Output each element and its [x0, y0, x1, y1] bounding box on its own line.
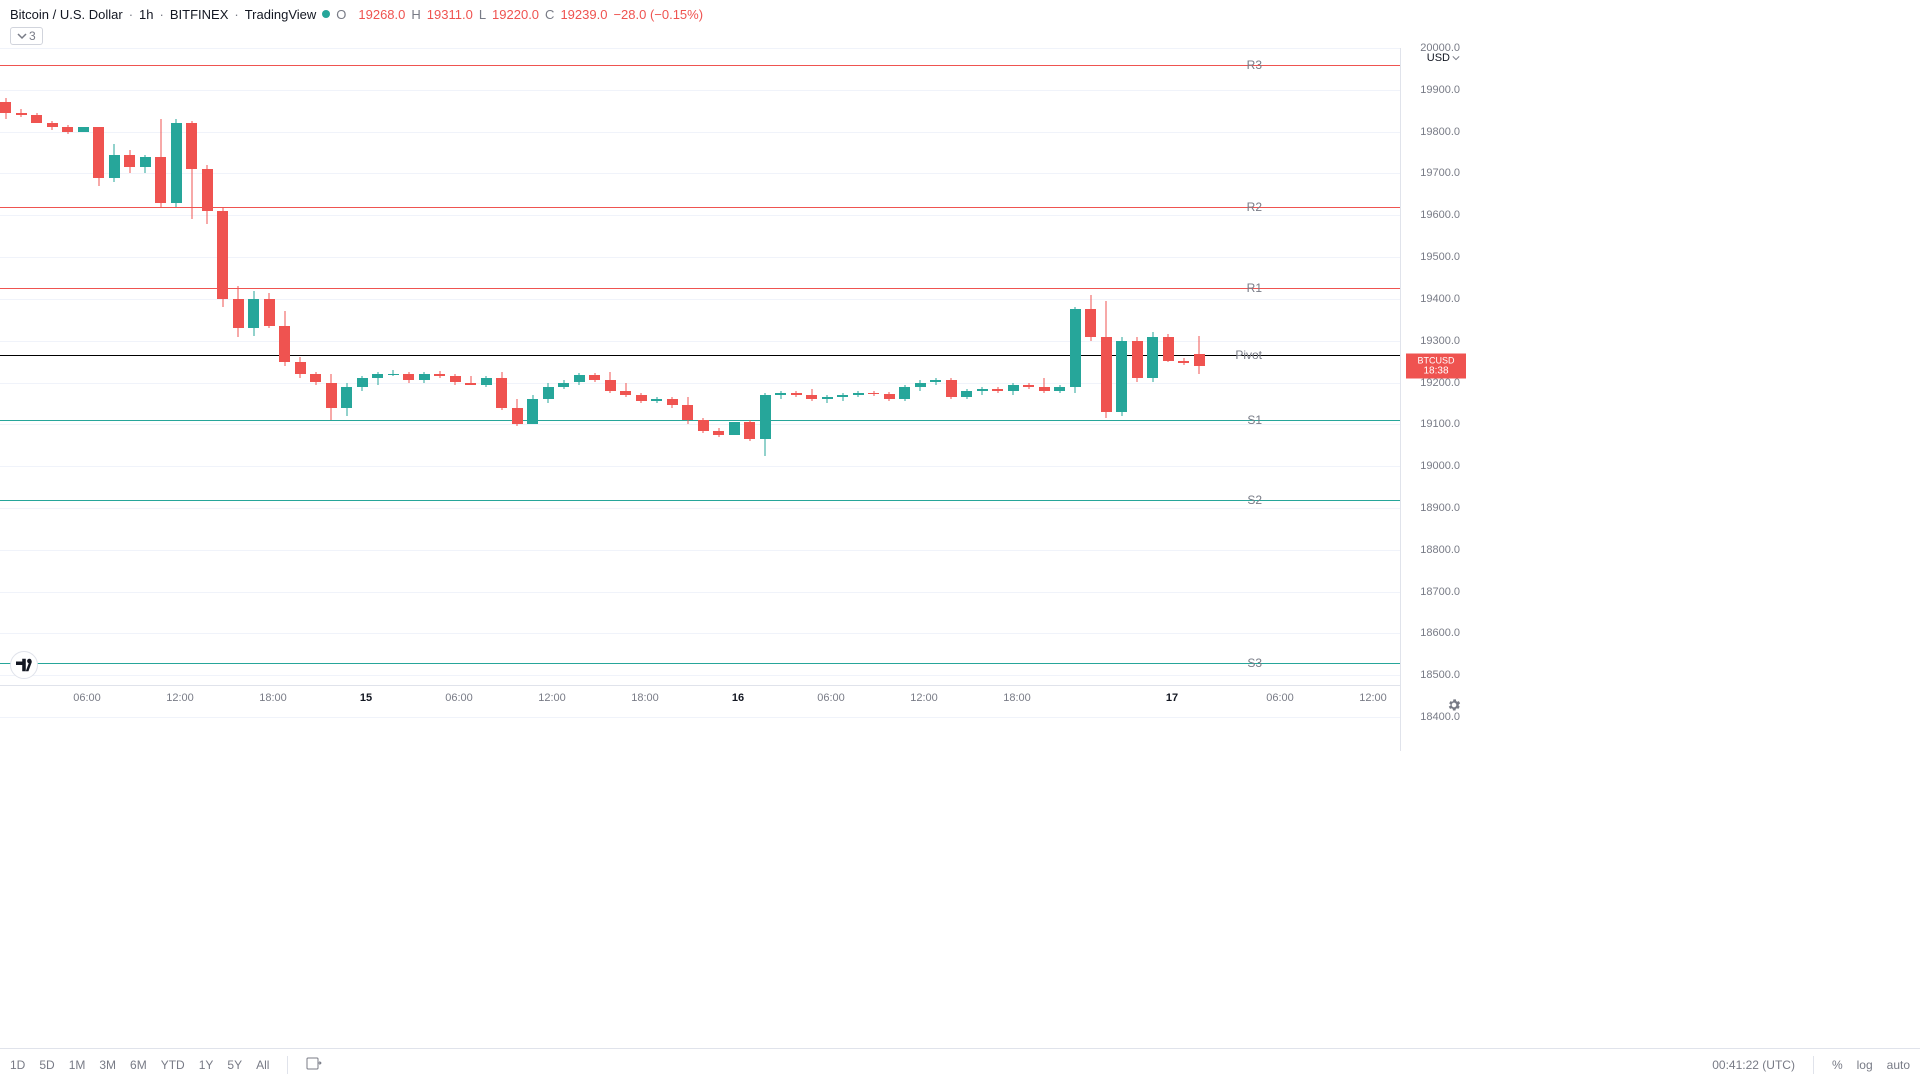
settings-gear-icon[interactable]: [1446, 697, 1462, 713]
range-button-5d[interactable]: 5D: [39, 1058, 54, 1072]
pivot-label: S2: [1247, 493, 1262, 507]
expand-studies-button[interactable]: 3: [10, 27, 43, 45]
y-tick-label: 18700.0: [1420, 586, 1460, 598]
chart-header: Bitcoin / U.S. Dollar · 1h · BITFINEX · …: [0, 0, 1466, 28]
log-button[interactable]: log: [1857, 1058, 1873, 1072]
y-tick-label: 18800.0: [1420, 544, 1460, 556]
y-tick-label: 19700.0: [1420, 167, 1460, 179]
pivot-label: S3: [1247, 656, 1262, 670]
symbol-title[interactable]: Bitcoin / U.S. Dollar: [10, 7, 123, 22]
goto-date-icon[interactable]: [306, 1056, 322, 1073]
y-tick-label: 20000.0: [1420, 42, 1460, 54]
auto-button[interactable]: auto: [1887, 1058, 1910, 1072]
provider-label: TradingView: [245, 7, 317, 22]
x-tick-label: 12:00: [538, 692, 566, 704]
range-button-1y[interactable]: 1Y: [199, 1058, 214, 1072]
x-tick-label: 06:00: [817, 692, 845, 704]
range-button-ytd[interactable]: YTD: [161, 1058, 185, 1072]
x-tick-label: 18:00: [259, 692, 287, 704]
x-tick-label: 16: [732, 692, 744, 704]
y-tick-label: 19900.0: [1420, 84, 1460, 96]
clock-label[interactable]: 00:41:22 (UTC): [1712, 1058, 1795, 1072]
y-tick-label: 19100.0: [1420, 418, 1460, 430]
x-tick-label: 18:00: [1003, 692, 1031, 704]
x-tick-label: 12:00: [1359, 692, 1387, 704]
x-tick-label: 06:00: [73, 692, 101, 704]
pivot-label: R3: [1247, 58, 1262, 72]
y-tick-label: 19500.0: [1420, 251, 1460, 263]
chart-container[interactable]: R3R2R1PivotS1S2S3 USD 20000.019900.01980…: [0, 48, 1466, 751]
ohlc-change: −28.0 (−0.15%): [613, 7, 703, 22]
y-tick-label: 19400.0: [1420, 293, 1460, 305]
range-button-5y[interactable]: 5Y: [227, 1058, 242, 1072]
subheader: 3: [0, 28, 1466, 48]
tradingview-logo-icon[interactable]: [10, 651, 38, 679]
x-tick-label: 18:00: [631, 692, 659, 704]
y-tick-label: 18600.0: [1420, 627, 1460, 639]
ohlc-close: 19239.0: [560, 7, 607, 22]
x-tick-label: 15: [360, 692, 372, 704]
y-tick-label: 18900.0: [1420, 502, 1460, 514]
range-selector: 1D 5D 1M 3M 6M YTD 1Y 5Y All: [10, 1056, 322, 1074]
pivot-label: Pivot: [1235, 348, 1262, 362]
pivot-label: R2: [1247, 200, 1262, 214]
chevron-down-icon: [17, 31, 27, 41]
y-tick-label: 18500.0: [1420, 669, 1460, 681]
ohlc-high: 19311.0: [427, 7, 473, 22]
ohlc-low: 19220.0: [492, 7, 539, 22]
exchange-label: BITFINEX: [170, 7, 229, 22]
x-tick-label: 12:00: [910, 692, 938, 704]
chevron-down-icon: [1452, 54, 1460, 62]
range-button-1m[interactable]: 1M: [69, 1058, 86, 1072]
footer-toolbar: 1D 5D 1M 3M 6M YTD 1Y 5Y All 00:41:22 (UTC) % lo…: [0, 1048, 1920, 1080]
interval-label[interactable]: 1h: [139, 7, 153, 22]
x-tick-label: 12:00: [166, 692, 194, 704]
y-tick-label: 19300.0: [1420, 335, 1460, 347]
y-tick-label: 19600.0: [1420, 209, 1460, 221]
range-button-1d[interactable]: 1D: [10, 1058, 25, 1072]
y-tick-label: 19000.0: [1420, 460, 1460, 472]
price-tag: BTCUSD18:38: [1406, 354, 1466, 379]
range-button-3m[interactable]: 3M: [99, 1058, 116, 1072]
x-axis[interactable]: 06:00 12:00 18:00 15 06:00 12:00 18:00 16 06:00 1…: [0, 685, 1400, 719]
x-tick-label: 17: [1166, 692, 1178, 704]
x-tick-label: 06:00: [445, 692, 473, 704]
percent-button[interactable]: %: [1832, 1058, 1843, 1072]
y-axis[interactable]: USD 20000.019900.019800.019700.019600.01…: [1400, 48, 1466, 751]
x-tick-label: 06:00: [1266, 692, 1294, 704]
pivot-label: R1: [1247, 281, 1262, 295]
status-dot-icon: [322, 10, 330, 18]
y-tick-label: 19800.0: [1420, 126, 1460, 138]
pivot-label: S1: [1247, 413, 1262, 427]
range-button-6m[interactable]: 6M: [130, 1058, 147, 1072]
ohlc-open: 19268.0: [358, 7, 405, 22]
range-button-all[interactable]: All: [256, 1058, 269, 1072]
